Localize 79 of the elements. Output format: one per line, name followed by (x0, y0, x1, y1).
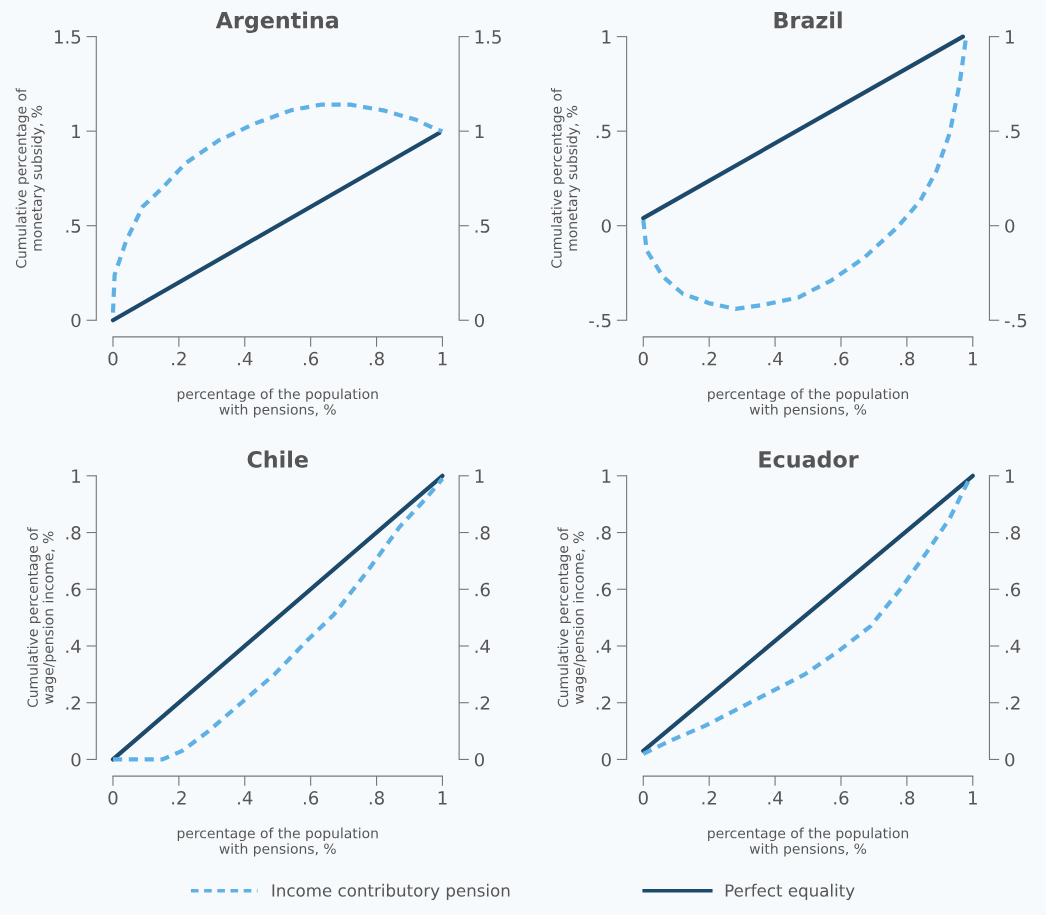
x-tick-label: 1 (969, 791, 977, 805)
y2-tick-label: .6 (475, 582, 490, 597)
y2-tick-label: .8 (475, 525, 490, 540)
x-axis-title: percentage of the population with pensions, % (177, 827, 378, 857)
chart-title: Argentina (215, 11, 338, 34)
x-tick-label: .2 (172, 791, 186, 805)
x-axis-title: percentage of the population with pensions, % (708, 827, 909, 857)
x-tick-label: .8 (369, 351, 384, 366)
y2-tick-label: 0 (1005, 219, 1015, 233)
chart-title: Brazil (774, 11, 842, 29)
y-axis-title: Cumulative percentage of monetary subsidy, % (550, 87, 580, 268)
x-tick-label: .4 (768, 791, 783, 805)
y2-tick-label: .6 (1005, 582, 1021, 597)
y-tick-label: 1.5 (54, 30, 81, 44)
x-tick-label: .2 (702, 351, 716, 366)
y-tick-label: .8 (596, 525, 611, 540)
y-tick-label: 1 (72, 469, 81, 483)
x-tick-label: .6 (834, 791, 849, 805)
chart-title: Ecuador (759, 450, 859, 468)
y2-tick-label: 1 (1006, 30, 1014, 44)
x-tick-label: 0 (638, 791, 648, 805)
y2-tick-label: .2 (475, 696, 490, 710)
y2-tick-label: 0 (474, 313, 484, 328)
y2-tick-label: .4 (475, 639, 490, 653)
y2-tick-label: .5 (1005, 124, 1020, 139)
x-tick-label: .6 (303, 351, 319, 366)
y-axis-title: Cumulative percentage of wage/pension income, % (557, 527, 587, 708)
legend-label: Perfect equality (725, 883, 855, 900)
y2-tick-label: -.5 (1004, 313, 1027, 328)
x-tick-label: 1 (438, 791, 447, 805)
y-axis-title: Cumulative percentage of wage/pension income, % (27, 527, 57, 708)
y2-tick-label: .2 (1005, 696, 1020, 710)
y-tick-label: -.5 (589, 313, 611, 328)
y2-tick-label: .8 (1005, 525, 1021, 540)
x-tick-label: .6 (303, 791, 319, 805)
y-axis-title: Cumulative percentage of monetary subsidy, % (15, 87, 45, 268)
y2-tick-label: 1 (475, 124, 484, 139)
x-tick-label: .6 (834, 351, 849, 366)
y2-tick-label: .4 (1005, 639, 1021, 653)
y-tick-label: .8 (66, 525, 81, 540)
y2-tick-label: 1 (475, 469, 484, 483)
x-tick-label: .4 (238, 352, 253, 366)
x-tick-label: .8 (900, 791, 915, 805)
y-tick-label: .2 (66, 696, 80, 710)
y-tick-label: 1 (602, 469, 611, 483)
x-tick-label: 0 (108, 791, 118, 805)
y-tick-label: 1 (602, 30, 611, 44)
x-axis-title: percentage of the population with pensions, % (708, 388, 909, 418)
y2-tick-label: 1.5 (475, 30, 501, 44)
x-tick-label: 1 (438, 352, 447, 366)
x-tick-label: 1 (969, 352, 977, 366)
chart-title: Chile (247, 450, 308, 468)
y2-tick-label: 0 (1005, 752, 1015, 767)
x-tick-label: .8 (900, 351, 915, 366)
y-tick-label: 1 (72, 124, 81, 139)
x-tick-label: .8 (369, 791, 384, 805)
y2-tick-label: 0 (474, 752, 484, 767)
y2-tick-label: 1 (1006, 469, 1014, 483)
y-tick-label: 0 (601, 219, 611, 233)
y2-tick-label: .5 (475, 219, 490, 233)
y-tick-label: 0 (601, 752, 611, 767)
x-tick-label: 0 (638, 351, 648, 366)
y-tick-label: .6 (596, 582, 611, 597)
y-tick-label: 0 (71, 752, 81, 767)
y-tick-label: 0 (71, 313, 81, 328)
line-series (110, 102, 445, 315)
x-axis-title: percentage of the population with pensions, % (177, 388, 378, 418)
y-tick-label: .6 (66, 582, 81, 597)
y-tick-label: .4 (66, 639, 81, 653)
y-tick-label: .4 (596, 639, 612, 653)
legend-label: Income contributory pension (272, 883, 510, 900)
x-tick-label: .4 (238, 791, 253, 805)
y-tick-label: .5 (66, 219, 81, 233)
x-tick-label: .2 (702, 791, 716, 805)
y-tick-label: .5 (596, 124, 611, 139)
x-tick-label: .2 (172, 351, 186, 366)
y-tick-label: .2 (596, 696, 611, 710)
x-tick-label: 0 (108, 351, 118, 366)
x-tick-label: .4 (768, 352, 783, 366)
